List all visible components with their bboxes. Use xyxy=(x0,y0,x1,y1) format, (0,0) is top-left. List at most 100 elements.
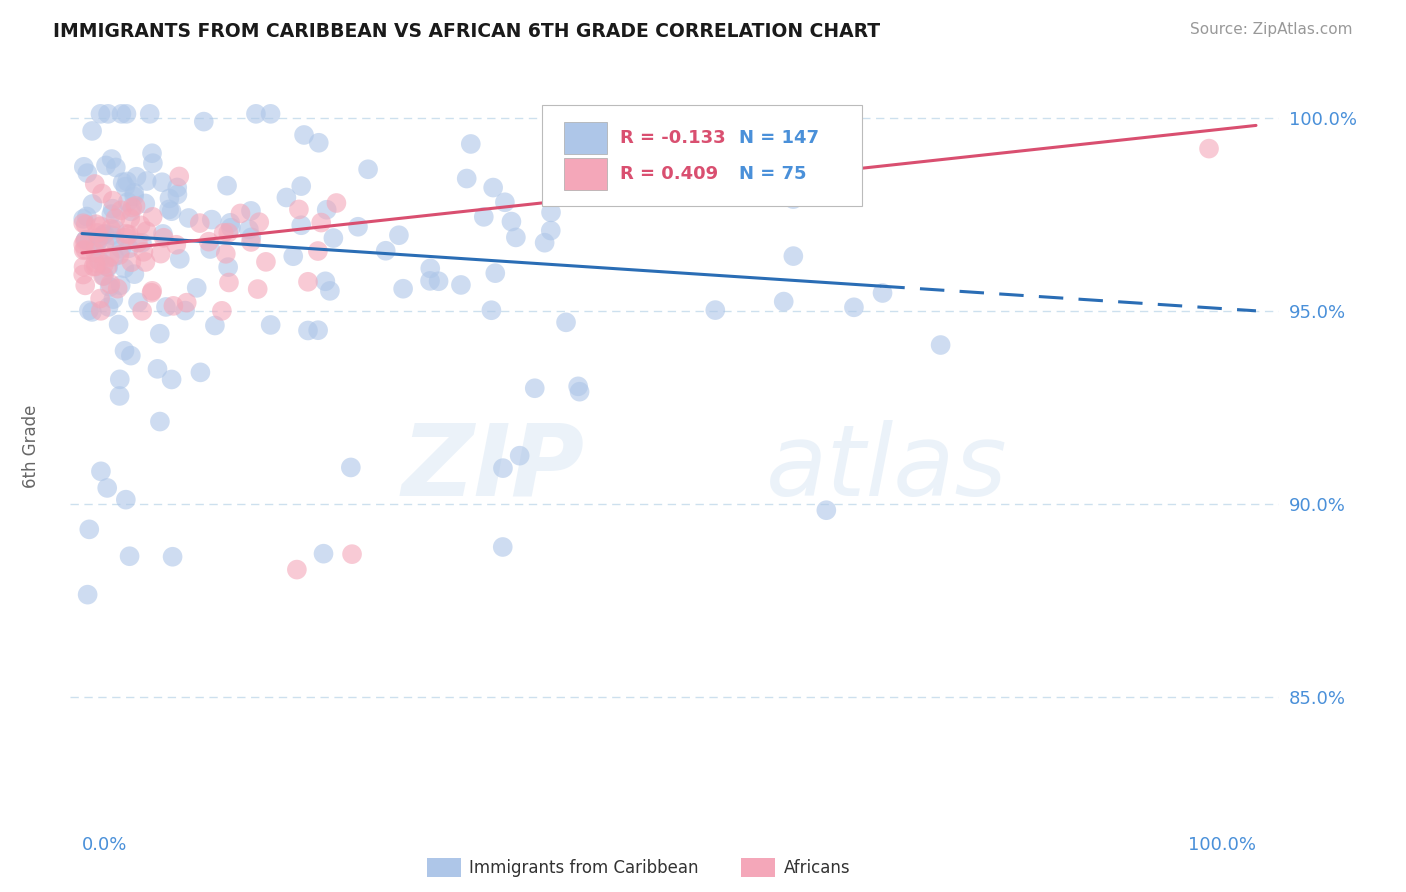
Point xyxy=(87,230,110,244)
Point xyxy=(215,247,238,261)
Point xyxy=(229,206,252,220)
Point xyxy=(492,540,515,554)
Point xyxy=(91,186,114,201)
Point xyxy=(120,211,142,226)
Point xyxy=(312,547,335,561)
Point xyxy=(121,201,143,215)
Point xyxy=(245,107,267,121)
Point xyxy=(98,250,121,264)
Point xyxy=(260,318,283,332)
Point xyxy=(83,177,105,191)
Point xyxy=(89,219,111,234)
Point xyxy=(93,268,115,283)
Text: R = 0.409: R = 0.409 xyxy=(620,165,718,183)
Point xyxy=(89,292,111,306)
Point xyxy=(419,261,441,276)
Point xyxy=(75,218,97,232)
Point xyxy=(150,175,173,189)
Point xyxy=(523,381,546,395)
Point xyxy=(309,216,332,230)
Point xyxy=(319,284,342,298)
Point xyxy=(110,242,132,256)
Point xyxy=(501,214,523,228)
Point xyxy=(247,215,270,229)
Point xyxy=(567,379,589,393)
Point xyxy=(167,169,190,184)
Point xyxy=(129,219,152,233)
Point xyxy=(101,202,124,216)
Point xyxy=(219,220,242,235)
Point xyxy=(110,278,132,293)
Point xyxy=(115,174,138,188)
Point xyxy=(472,210,495,224)
Point xyxy=(104,222,127,236)
Text: ZIP: ZIP xyxy=(401,420,585,517)
Point xyxy=(160,204,183,219)
Point xyxy=(419,274,441,288)
Point xyxy=(115,227,138,241)
Point xyxy=(450,277,472,292)
Point xyxy=(118,227,141,242)
Point xyxy=(138,107,160,121)
Point xyxy=(308,136,330,150)
Text: N = 75: N = 75 xyxy=(740,165,807,183)
Point xyxy=(89,107,111,121)
Text: Immigrants from Caribbean: Immigrants from Caribbean xyxy=(470,859,699,877)
Point xyxy=(77,522,100,536)
Point xyxy=(131,235,153,250)
Point xyxy=(118,549,141,564)
Point xyxy=(108,372,131,386)
Point xyxy=(103,292,125,306)
Point xyxy=(555,315,578,329)
Point xyxy=(75,278,97,293)
Point xyxy=(283,249,305,263)
Text: Africans: Africans xyxy=(783,859,851,877)
FancyBboxPatch shape xyxy=(564,158,607,190)
Point xyxy=(285,563,308,577)
Point xyxy=(197,235,219,249)
Point xyxy=(100,221,122,235)
Point xyxy=(239,203,262,218)
Point xyxy=(174,303,197,318)
Point xyxy=(91,268,114,283)
Point xyxy=(76,166,98,180)
Point xyxy=(176,295,198,310)
Point xyxy=(122,189,145,203)
Point xyxy=(314,274,336,288)
Point xyxy=(107,318,129,332)
Point xyxy=(288,202,311,217)
Point xyxy=(135,174,157,188)
Point xyxy=(240,230,263,244)
Point xyxy=(104,234,127,248)
Point xyxy=(259,107,281,121)
Point xyxy=(90,303,112,318)
Point xyxy=(340,547,363,561)
Point xyxy=(120,204,142,219)
Point xyxy=(388,228,411,243)
Point xyxy=(97,300,120,314)
Point xyxy=(100,228,122,243)
Point xyxy=(815,503,838,517)
Point xyxy=(124,199,146,213)
Point xyxy=(110,203,132,218)
Point xyxy=(322,231,344,245)
Text: atlas: atlas xyxy=(765,420,1007,517)
Point xyxy=(481,303,503,318)
Point xyxy=(124,267,146,281)
Point xyxy=(127,235,149,250)
Point xyxy=(96,481,118,495)
Point xyxy=(83,260,105,274)
Point xyxy=(120,349,142,363)
Point xyxy=(127,295,149,310)
Point xyxy=(112,261,135,276)
Point xyxy=(152,231,174,245)
Point xyxy=(111,175,134,189)
Point xyxy=(297,275,319,289)
Point xyxy=(460,136,482,151)
Point xyxy=(290,219,312,233)
Point xyxy=(122,186,145,200)
Point xyxy=(107,282,129,296)
Point xyxy=(84,256,107,270)
Point xyxy=(114,230,136,244)
Point xyxy=(149,415,172,429)
